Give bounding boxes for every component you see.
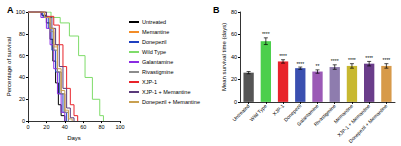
svg-text:****: **** — [279, 53, 287, 59]
svg-text:****: **** — [348, 57, 356, 63]
svg-text:40: 40 — [19, 74, 25, 80]
svg-text:Rivastigmine: Rivastigmine — [142, 69, 173, 75]
svg-text:20: 20 — [19, 96, 25, 102]
svg-text:0: 0 — [26, 124, 29, 130]
svg-text:80: 80 — [99, 124, 105, 130]
svg-text:80: 80 — [19, 31, 25, 37]
svg-text:20: 20 — [43, 124, 49, 130]
svg-text:XJP-1 + Memantine: XJP-1 + Memantine — [142, 89, 190, 95]
svg-text:Donepezil: Donepezil — [282, 102, 303, 123]
svg-text:Rivastigmine: Rivastigmine — [312, 103, 337, 128]
svg-text:40: 40 — [62, 124, 68, 130]
svg-text:A: A — [7, 5, 14, 15]
svg-text:XJP-1 + Memantine: XJP-1 + Memantine — [336, 102, 372, 138]
svg-text:40: 40 — [231, 54, 237, 60]
svg-text:XJP-1: XJP-1 — [271, 103, 285, 117]
svg-text:****: **** — [296, 61, 304, 67]
svg-text:0: 0 — [22, 118, 25, 124]
svg-text:XJP-1: XJP-1 — [142, 79, 157, 85]
svg-text:Days: Days — [67, 135, 81, 141]
svg-text:Memantine: Memantine — [142, 29, 169, 35]
svg-text:Galantamine: Galantamine — [295, 102, 320, 127]
svg-text:****: **** — [365, 55, 373, 61]
svg-text:Donepezil + Memantine: Donepezil + Memantine — [347, 103, 389, 145]
svg-text:100: 100 — [16, 9, 25, 15]
svg-text:0: 0 — [234, 99, 237, 105]
svg-text:60: 60 — [19, 53, 25, 59]
svg-text:Untreated: Untreated — [231, 103, 251, 123]
svg-text:****: **** — [262, 31, 270, 37]
svg-text:Donepezil + Memantine: Donepezil + Memantine — [142, 99, 200, 105]
svg-text:Galantamine: Galantamine — [142, 59, 173, 65]
svg-text:20: 20 — [231, 76, 237, 82]
svg-text:****: **** — [331, 58, 339, 64]
svg-text:**: ** — [316, 63, 320, 69]
svg-text:60: 60 — [80, 124, 86, 130]
svg-text:Wild Type: Wild Type — [142, 49, 166, 55]
svg-text:Percentage of survival: Percentage of survival — [6, 37, 12, 96]
svg-text:60: 60 — [231, 31, 237, 37]
svg-text:B: B — [213, 5, 220, 15]
svg-text:****: **** — [382, 57, 390, 63]
svg-text:Mean survival time (days): Mean survival time (days) — [221, 23, 227, 91]
svg-text:100: 100 — [115, 124, 124, 130]
svg-text:80: 80 — [231, 9, 237, 15]
svg-text:Donepezil: Donepezil — [142, 39, 166, 45]
svg-text:Memantine: Memantine — [332, 102, 355, 125]
svg-text:Wild Type: Wild Type — [248, 103, 268, 123]
svg-text:Untreated: Untreated — [142, 19, 166, 25]
